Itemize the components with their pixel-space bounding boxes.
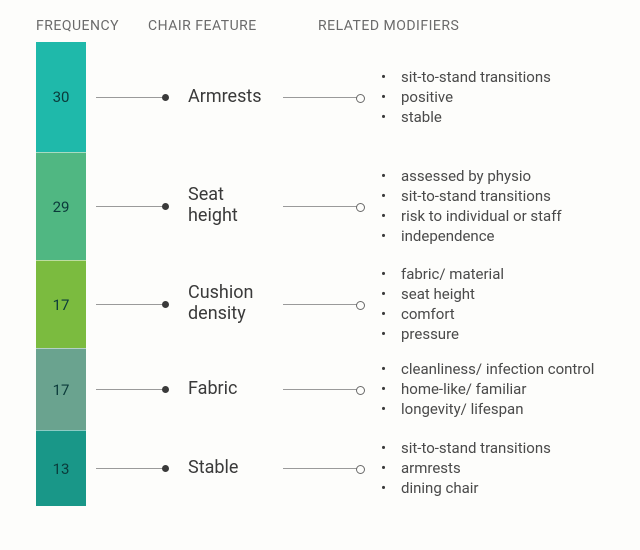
chair-feature-label: Armrests [182, 87, 277, 108]
modifier-item: risk to individual or staff [381, 206, 612, 226]
column-headers: FREQUENCY CHAIR FEATURE RELATED MODIFIER… [36, 18, 612, 34]
frequency-box: 17 [36, 260, 86, 348]
modifier-item: cleanliness/ infection control [381, 359, 612, 379]
modifier-item: sit-to-stand transitions [381, 438, 612, 458]
connector-line [283, 468, 361, 469]
rows-container: 30Armrestssit-to-stand transitionspositi… [36, 42, 612, 506]
modifier-item: seat height [381, 284, 612, 304]
frequency-box: 30 [36, 42, 86, 152]
modifier-item: sit-to-stand transitions [381, 67, 612, 87]
header-feature: CHAIR FEATURE [148, 18, 318, 34]
modifiers-list: assessed by physiosit-to-stand transitio… [367, 166, 612, 247]
freq-and-connector: 29 [36, 152, 168, 260]
modifiers-list: sit-to-stand transitionspositivestable [367, 67, 612, 128]
connector-line [96, 304, 166, 305]
modifier-item: longevity/ lifespan [381, 399, 612, 419]
chair-feature-label: Stable [182, 458, 277, 479]
connector-line [283, 389, 361, 390]
freq-and-connector: 17 [36, 348, 168, 430]
connector-line [283, 97, 361, 98]
data-row: 13 Stable sit-to-stand transitionsarmrests… [36, 430, 612, 506]
connector-line [96, 468, 166, 469]
modifiers-list: sit-to-stand transitionsarmrestsdining c… [367, 438, 612, 499]
connector-line [96, 97, 166, 98]
header-frequency: FREQUENCY [36, 18, 148, 34]
data-row: 17 Cushion density fabric/ materialseat he… [36, 260, 612, 348]
modifiers-list: cleanliness/ infection controlhome-like/… [367, 359, 612, 420]
frequency-box: 29 [36, 152, 86, 260]
modifier-item: home-like/ familiar [381, 379, 612, 399]
freq-and-connector: 17 [36, 260, 168, 348]
frequency-box: 13 [36, 430, 86, 506]
modifier-item: positive [381, 87, 612, 107]
chair-feature-label: Cushion density [182, 283, 277, 324]
chair-feature-label: Fabric [182, 379, 277, 400]
modifier-item: dining chair [381, 478, 612, 498]
modifier-item: armrests [381, 458, 612, 478]
modifiers-list: fabric/ materialseat heightcomfortpressu… [367, 264, 612, 345]
connector-line [96, 389, 166, 390]
connector-line [283, 206, 361, 207]
data-row: 17 Fabric cleanliness/ infection controlho… [36, 348, 612, 430]
data-row: 29 Seat height assessed by physiosit-to-st… [36, 152, 612, 260]
modifier-item: sit-to-stand transitions [381, 186, 612, 206]
data-row: 30 Armrests sit-to-stand transitionspositi… [36, 42, 612, 152]
header-modifiers: RELATED MODIFIERS [318, 18, 612, 34]
modifier-item: independence [381, 226, 612, 246]
chair-feature-label: Seat height [182, 185, 277, 226]
freq-and-connector: 30 [36, 42, 168, 152]
connector-line [283, 304, 361, 305]
frequency-box: 17 [36, 348, 86, 430]
connector-line [96, 206, 166, 207]
modifier-item: pressure [381, 324, 612, 344]
modifier-item: assessed by physio [381, 166, 612, 186]
modifier-item: fabric/ material [381, 264, 612, 284]
modifier-item: stable [381, 107, 612, 127]
modifier-item: comfort [381, 304, 612, 324]
freq-and-connector: 13 [36, 430, 168, 506]
